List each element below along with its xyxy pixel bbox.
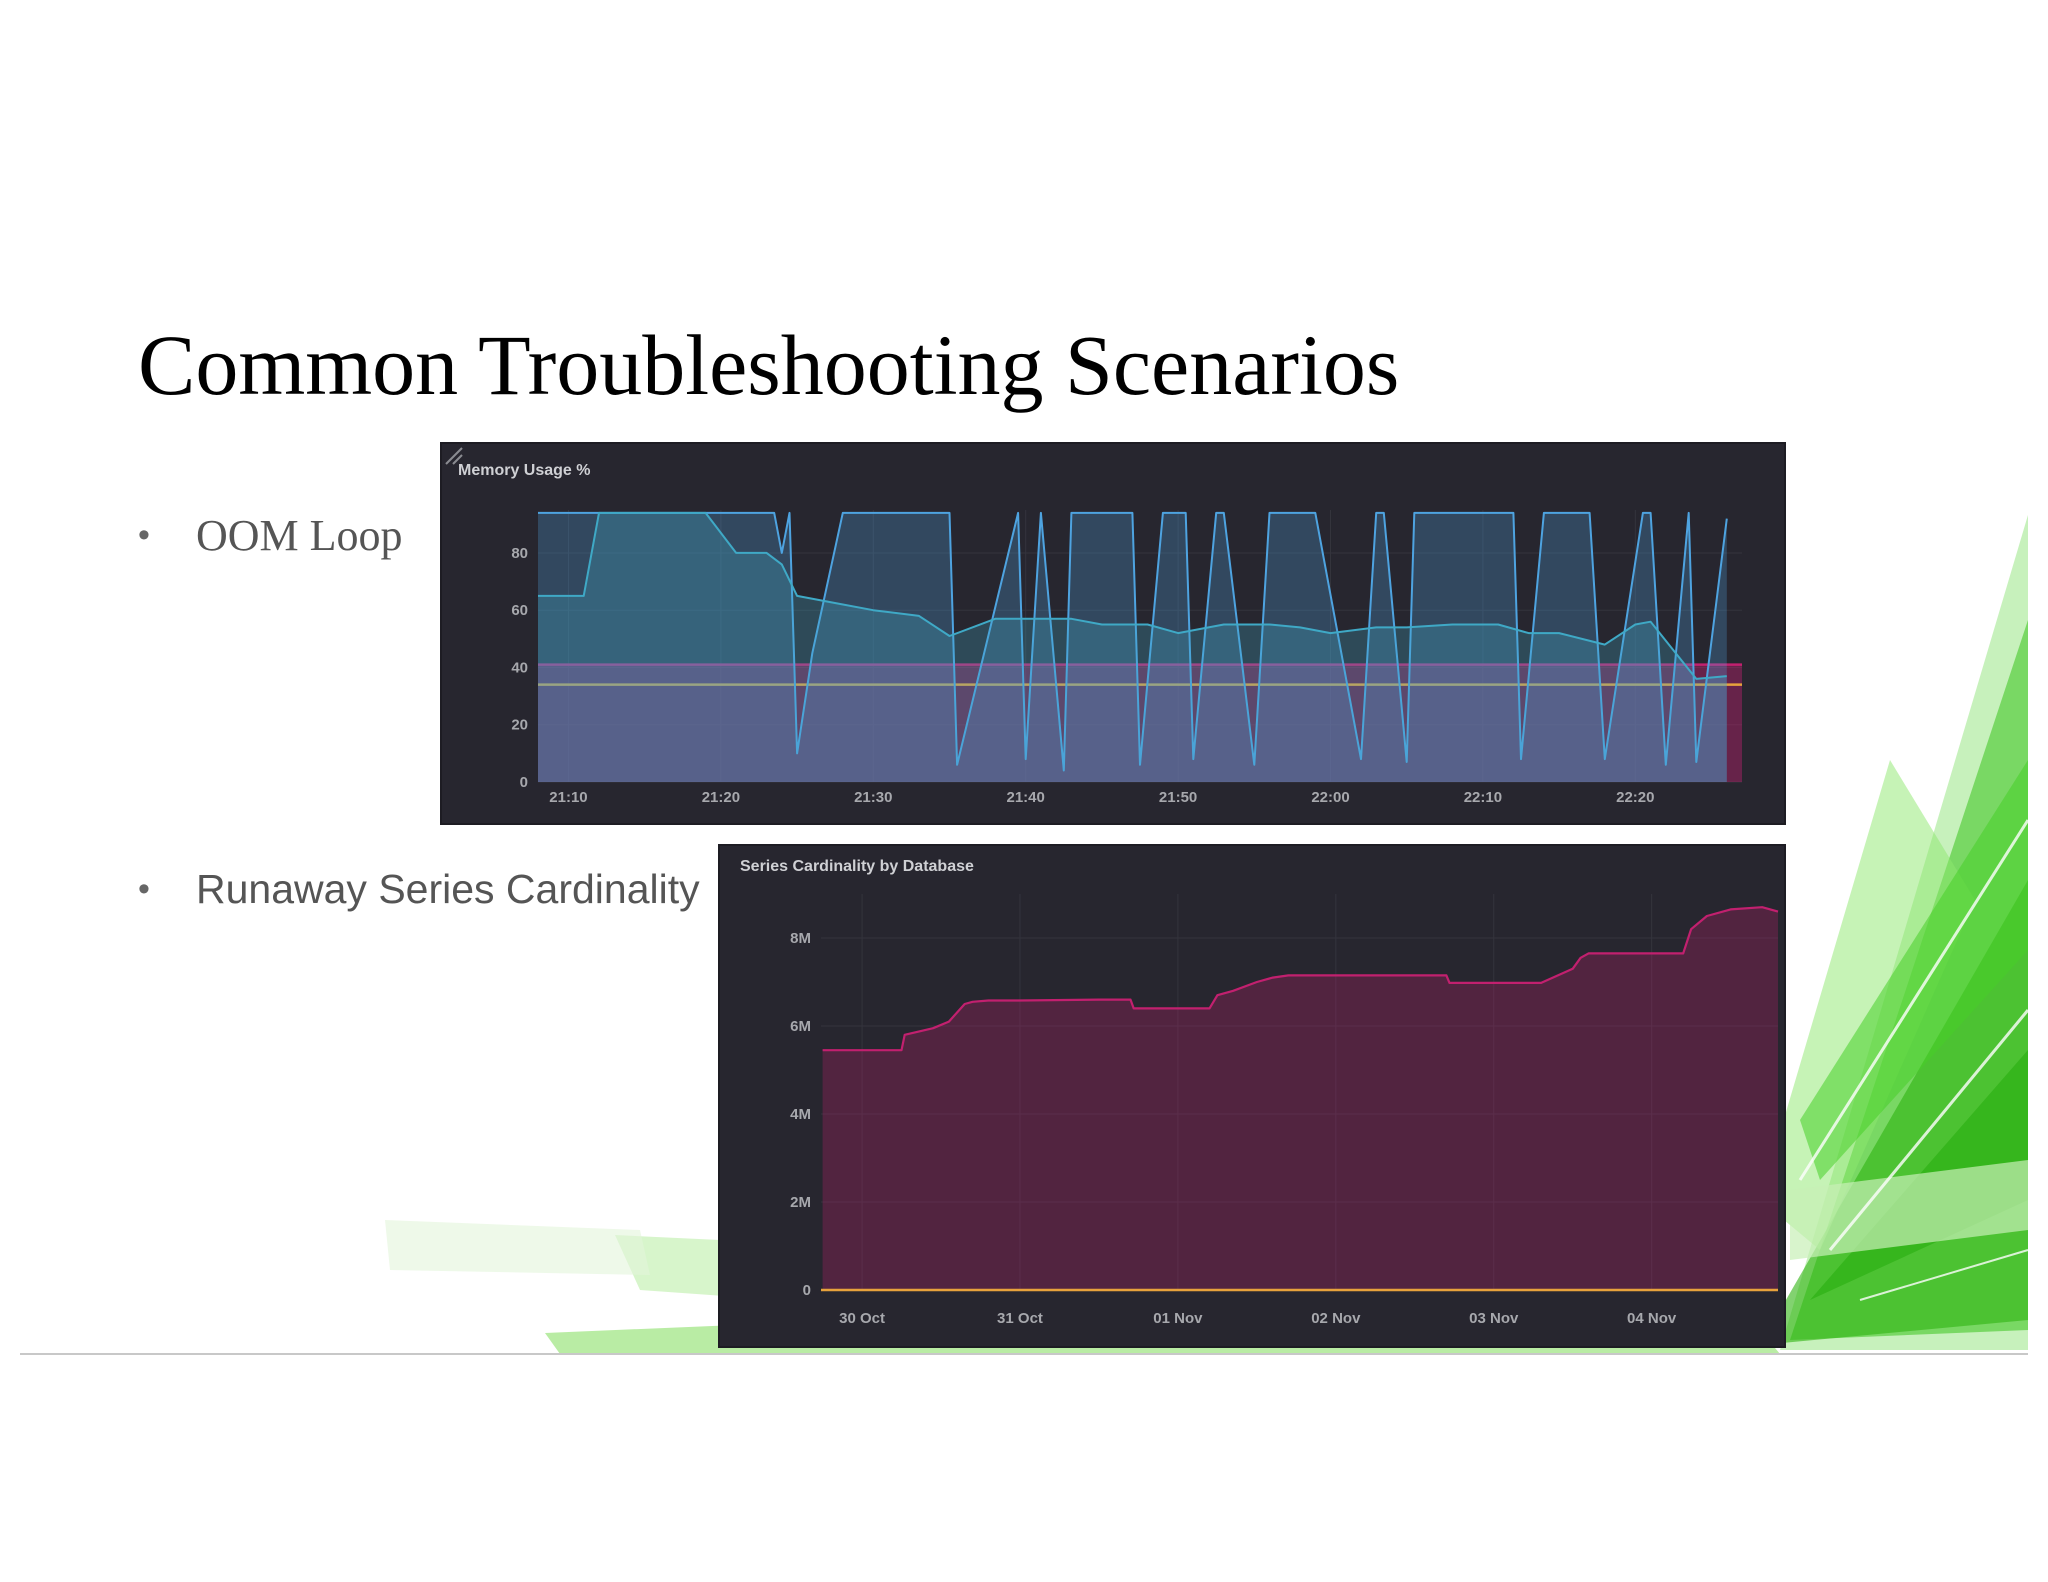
bullet-runaway-cardinality: • Runaway Series Cardinality [138, 866, 700, 913]
slide-title: Common Troubleshooting Scenarios [138, 317, 1400, 413]
x-tick-label: 01 Nov [1153, 1310, 1203, 1327]
y-tick-label: 20 [511, 717, 528, 734]
x-tick-label: 30 Oct [839, 1310, 885, 1327]
x-tick-label: 02 Nov [1311, 1310, 1361, 1327]
x-tick-label: 31 Oct [997, 1310, 1043, 1327]
series-area [822, 907, 1778, 1290]
y-tick-label: 60 [511, 602, 528, 619]
x-tick-label: 22:20 [1616, 789, 1654, 806]
bullet-text: OOM Loop [196, 511, 403, 560]
series-area [538, 512, 1727, 782]
y-tick-label: 0 [803, 1282, 811, 1299]
y-tick-label: 80 [511, 545, 528, 562]
series-cardinality-panel: 0 2M 4M 6M 8M 30 Oct 31 Oct 01 Nov 02 Nov 03 Nov 0… [720, 846, 1784, 1346]
x-tick-label: 22:00 [1311, 789, 1349, 806]
bullet-oom-loop: • OOM Loop [138, 510, 403, 561]
x-tick-label: 21:50 [1159, 789, 1197, 806]
series-line [538, 511, 1727, 680]
x-tick-label: 21:20 [702, 789, 740, 806]
y-tick-label: 0 [520, 774, 528, 791]
x-tick-label: 22:10 [1464, 789, 1502, 806]
y-tick-label: 8M [790, 930, 811, 947]
y-tick-label: 2M [790, 1194, 811, 1211]
resize-handle-icon[interactable] [442, 444, 464, 466]
x-tick-label: 04 Nov [1627, 1310, 1677, 1327]
y-tick-label: 4M [790, 1106, 811, 1123]
memory-usage-panel: 0 20 40 60 80 21:10 21:20 21:30 21:40 21:50 22:00 2… [442, 444, 1784, 823]
footer-divider [20, 1353, 2028, 1355]
series-line [822, 906, 1779, 1052]
series-cardinality-chart: 0 2M 4M 6M 8M 30 Oct 31 Oct 01 Nov 02 Nov 03 Nov 0… [790, 894, 1779, 1327]
series-area [538, 512, 1727, 782]
x-tick-label: 21:10 [549, 789, 587, 806]
y-tick-label: 6M [790, 1018, 811, 1035]
x-tick-label: 21:30 [854, 789, 892, 806]
series-line [538, 511, 1728, 772]
x-tick-label: 21:40 [1007, 789, 1045, 806]
y-tick-label: 40 [511, 659, 528, 676]
memory-usage-chart: 0 20 40 60 80 21:10 21:20 21:30 21:40 21:50 22:00 2… [511, 510, 1742, 806]
x-tick-label: 03 Nov [1469, 1310, 1519, 1327]
bullet-marker: • [138, 870, 150, 908]
chart-title: Memory Usage % [458, 462, 591, 479]
chart-title: Series Cardinality by Database [740, 858, 974, 875]
bullet-text: Runaway Series Cardinality [196, 866, 700, 912]
bullet-marker: • [138, 516, 150, 554]
